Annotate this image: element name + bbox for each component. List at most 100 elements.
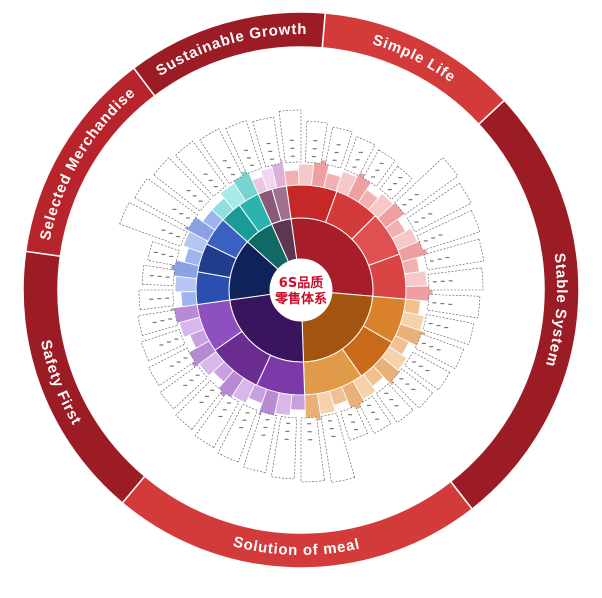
leaf-text-mark bbox=[269, 158, 274, 160]
leaf-text-mark bbox=[222, 160, 227, 162]
leaf-text-mark bbox=[394, 405, 399, 407]
leaf-text-mark bbox=[398, 177, 403, 179]
leaf-text-mark bbox=[418, 365, 423, 367]
leaf-text-mark bbox=[227, 402, 232, 404]
leaf-text-mark bbox=[351, 421, 356, 423]
leaf-text-mark bbox=[393, 183, 398, 185]
leaf-text-mark bbox=[157, 298, 162, 300]
leaf-text-mark bbox=[387, 189, 392, 191]
leaf-text-mark bbox=[242, 419, 247, 421]
leaf-text-mark bbox=[213, 186, 218, 188]
leaf-text-mark bbox=[149, 298, 154, 300]
leaf-text-mark bbox=[371, 411, 376, 413]
leaf-text-mark bbox=[307, 431, 312, 433]
leaf-box bbox=[225, 120, 262, 175]
pale-segment bbox=[174, 275, 198, 293]
leaf-text-mark bbox=[405, 383, 410, 385]
leaf-box bbox=[394, 157, 459, 216]
leaf-text-mark bbox=[290, 155, 295, 157]
leaf-text-mark bbox=[159, 344, 164, 346]
leaf-text-mark bbox=[239, 426, 244, 429]
leaf-text-mark bbox=[165, 276, 170, 278]
leaf-text-mark bbox=[425, 369, 430, 372]
leaf-box bbox=[406, 182, 472, 233]
leaf-box bbox=[379, 165, 413, 200]
pale-segment bbox=[298, 163, 315, 186]
leaf-text-mark bbox=[176, 361, 181, 363]
leaf-text-mark bbox=[210, 389, 215, 391]
leaf-box bbox=[175, 140, 227, 197]
leaf-text-mark bbox=[284, 438, 289, 440]
leaf-box bbox=[427, 267, 484, 291]
leaf-text-mark bbox=[195, 374, 200, 376]
pale-segment bbox=[290, 394, 306, 411]
leaf-text-mark bbox=[429, 346, 434, 348]
leaf-text-mark bbox=[312, 148, 317, 150]
leaf-text-mark bbox=[311, 156, 316, 158]
pale-segment bbox=[283, 169, 300, 187]
leaf-box bbox=[199, 128, 244, 185]
leaf-text-mark bbox=[328, 420, 333, 422]
leaf-text-mark bbox=[308, 439, 313, 441]
leaf-text-mark bbox=[440, 280, 445, 282]
leaf-text-mark bbox=[431, 237, 436, 239]
leaf-text-mark bbox=[244, 149, 249, 152]
leaf-box bbox=[148, 347, 196, 387]
leaf-text-mark bbox=[440, 303, 445, 305]
center-title-line2: 零售体系 bbox=[274, 291, 327, 307]
leaf-box bbox=[119, 201, 188, 247]
leaf-text-mark bbox=[285, 430, 290, 432]
leaf-box bbox=[194, 393, 240, 448]
leaf-text-mark bbox=[399, 378, 404, 380]
leaf-box bbox=[422, 314, 475, 345]
leaf-text-mark bbox=[245, 412, 250, 414]
leaf-text-mark bbox=[169, 365, 174, 367]
leaf-text-mark bbox=[286, 422, 291, 424]
leaf-text-mark bbox=[153, 251, 158, 254]
leaf-text-mark bbox=[421, 217, 426, 219]
leaf-text-mark bbox=[353, 428, 358, 431]
leaf-text-mark bbox=[183, 384, 188, 387]
leaf-text-mark bbox=[445, 256, 450, 259]
leaf-text-mark bbox=[414, 193, 419, 196]
leaf-text-mark bbox=[423, 240, 428, 242]
leaf-text-mark bbox=[165, 297, 170, 299]
leaf-text-mark bbox=[183, 357, 188, 359]
leaf-text-mark bbox=[176, 235, 181, 238]
leaf-text-mark bbox=[331, 435, 336, 438]
leaf-text-mark bbox=[226, 167, 231, 169]
leaf-text-mark bbox=[168, 232, 173, 234]
leaf-text-mark bbox=[218, 415, 223, 418]
leaf-box bbox=[134, 177, 198, 229]
leaf-text-mark bbox=[174, 338, 179, 340]
leaf-box bbox=[243, 411, 277, 473]
leaf-text-mark bbox=[389, 398, 394, 401]
leaf-text-mark bbox=[384, 392, 389, 394]
leaf-text-mark bbox=[436, 349, 441, 351]
leaf-text-mark bbox=[429, 260, 434, 262]
leaf-text-mark bbox=[268, 150, 273, 152]
leaf-text-mark bbox=[408, 199, 413, 201]
segments-layer bbox=[119, 109, 485, 483]
leaf-text-mark bbox=[189, 379, 194, 381]
leaf-box bbox=[320, 412, 356, 483]
leaf-text-mark bbox=[336, 144, 341, 146]
pale-segment bbox=[404, 270, 428, 287]
leaf-text-mark bbox=[198, 200, 203, 202]
leaf-text-mark bbox=[421, 342, 426, 345]
leaf-box bbox=[153, 157, 211, 212]
leaf-text-mark bbox=[204, 395, 209, 397]
leaf-text-mark bbox=[149, 275, 154, 277]
leaf-box bbox=[271, 416, 297, 480]
outer-ring-segment bbox=[132, 11, 327, 97]
leaf-text-mark bbox=[412, 361, 417, 363]
leaf-text-mark bbox=[266, 142, 271, 145]
leaf-text-mark bbox=[334, 151, 339, 154]
leaf-text-mark bbox=[186, 190, 191, 192]
leaf-text-mark bbox=[172, 208, 177, 211]
leaf-text-mark bbox=[157, 275, 162, 277]
leaf-text-mark bbox=[161, 229, 166, 231]
leaf-box bbox=[300, 416, 325, 483]
leaf-box bbox=[340, 405, 369, 441]
leaf-text-mark bbox=[168, 318, 173, 320]
